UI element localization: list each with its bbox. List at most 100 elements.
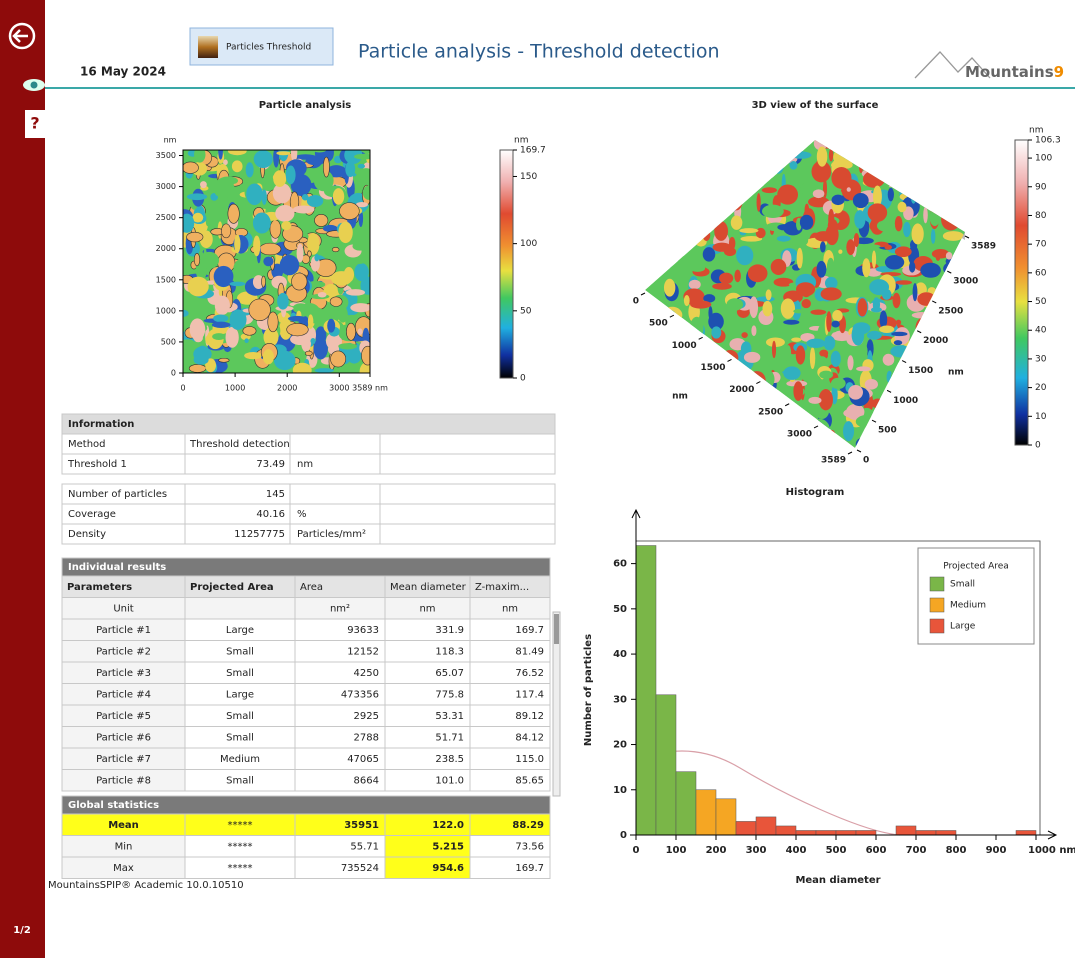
column-header-label[interactable]: Parameters — [67, 582, 132, 593]
surface-blob — [945, 158, 963, 171]
surface-blob — [941, 209, 960, 231]
surface-blob — [763, 301, 773, 317]
surface-blob — [194, 355, 209, 365]
surface-blob — [843, 421, 854, 441]
stat-cell: Min — [115, 841, 133, 852]
x-tick-label: 600 — [866, 845, 887, 856]
surface-blob — [277, 293, 289, 310]
surface-blob — [293, 363, 312, 378]
particle-map — [173, 140, 377, 381]
surface-right-tick-label: 1500 — [908, 366, 933, 376]
surface-blob — [726, 427, 736, 437]
surface-blob — [646, 302, 652, 313]
result-cell: 85.65 — [515, 775, 544, 786]
result-cell: 118.3 — [435, 646, 464, 657]
surface-blob — [934, 347, 950, 356]
surface-blob — [233, 258, 254, 278]
surface-blob — [636, 356, 655, 378]
surface-blob — [723, 148, 741, 162]
surface-blob — [725, 366, 742, 372]
x-tick-label: 1000 nm — [1028, 845, 1075, 856]
colorbar-tick-label: 40 — [1035, 326, 1047, 336]
scrollbar-thumb[interactable] — [554, 614, 559, 644]
logo-version: 9 — [1054, 63, 1064, 81]
histogram-bar — [676, 772, 696, 835]
table-header — [62, 414, 555, 434]
surface-blob — [789, 161, 797, 170]
result-cell: Small — [226, 711, 254, 722]
logo-text: Mountains9 — [965, 63, 1064, 81]
surface-blob — [877, 220, 895, 232]
surface-blob — [649, 261, 653, 269]
surface-blob — [918, 430, 931, 442]
surface-blob — [918, 399, 929, 404]
surface-blob — [302, 194, 309, 200]
surface-left-tick — [670, 315, 674, 317]
surface-blob — [922, 418, 941, 435]
surface-blob — [952, 179, 971, 195]
surface-blob — [760, 435, 778, 443]
surface-blob — [293, 205, 315, 213]
column-header-label[interactable]: Z-maxim... — [475, 582, 529, 593]
surface-blob — [667, 237, 683, 252]
surface-blob — [791, 337, 801, 341]
colorbar-unit: nm — [1029, 126, 1043, 136]
surface-blob — [813, 189, 825, 198]
surface-blob — [660, 249, 678, 255]
surface-blob — [893, 293, 901, 309]
surface-blob — [693, 417, 700, 424]
surface-blob — [230, 282, 246, 287]
surface-blob — [837, 333, 846, 338]
x-tick-label: 900 — [986, 845, 1007, 856]
result-cell: 2788 — [354, 732, 379, 743]
y-tick-label: 0 — [620, 830, 627, 841]
table-cell — [290, 434, 380, 454]
surface-blob — [187, 193, 207, 200]
info-cell: Method — [68, 439, 106, 450]
surface-blob — [701, 435, 707, 449]
surface-blob — [895, 216, 903, 231]
surface-blob — [703, 247, 716, 261]
info-cell: 145 — [266, 489, 285, 500]
surface-blob — [816, 424, 827, 440]
surface-blob — [327, 319, 335, 333]
surface-blob — [653, 232, 667, 249]
stat-cell: 122.0 — [432, 820, 464, 831]
surface-blob — [704, 398, 716, 412]
surface-right-tick — [902, 361, 906, 363]
surface-blob — [857, 138, 868, 154]
surface-blob — [350, 303, 371, 312]
info-cell: Density — [68, 529, 106, 540]
table-cell — [185, 598, 295, 620]
map-x-tick-label: 0 — [180, 384, 185, 393]
surface-blob — [826, 311, 831, 332]
surface-blob — [868, 203, 888, 221]
surface-blob — [827, 258, 835, 279]
surface-blob — [275, 205, 294, 222]
surface-blob — [213, 315, 228, 323]
column-header-label[interactable]: Projected Area — [190, 582, 274, 593]
surface-blob — [917, 427, 924, 438]
surface-blob — [773, 419, 783, 425]
surface-left-tick — [641, 293, 645, 295]
surface-blob — [731, 216, 743, 230]
map-x-tick-label: 3589 nm — [352, 384, 388, 393]
surface-blob — [246, 183, 263, 205]
column-header-label[interactable]: Area — [300, 582, 323, 593]
surface-blob — [685, 413, 698, 427]
surface-blob — [745, 414, 751, 420]
template-icon — [198, 36, 218, 58]
column-header-label[interactable]: Mean diameter — [390, 582, 467, 593]
surface-blob — [861, 344, 867, 358]
surface-blob — [785, 345, 791, 362]
stat-cell: Mean — [108, 820, 139, 831]
surface-3d — [636, 134, 975, 455]
surface-blob — [333, 188, 344, 205]
surface-blob — [346, 323, 355, 340]
surface-blob — [896, 320, 901, 326]
surface-blob — [332, 247, 339, 251]
surface-blob — [244, 352, 262, 359]
surface-blob — [664, 431, 672, 450]
surface-blob — [917, 292, 935, 306]
map-y-tick-label: 0 — [171, 369, 176, 378]
